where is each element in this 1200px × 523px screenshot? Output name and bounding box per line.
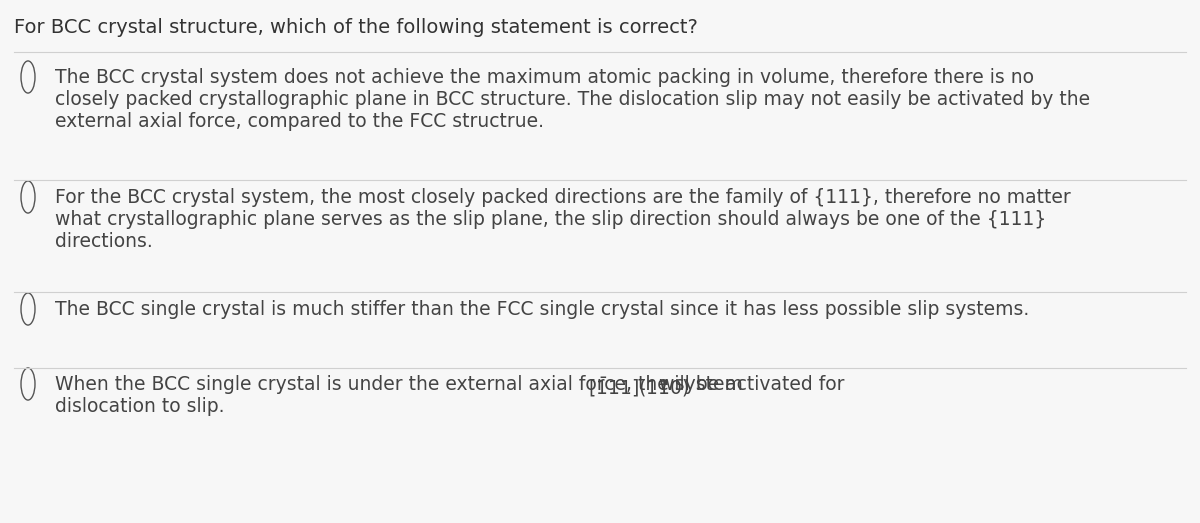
Text: For the BCC crystal system, the most closely packed directions are the family of: For the BCC crystal system, the most clo…	[55, 188, 1070, 207]
Text: $[\bar{1}11](110)$: $[\bar{1}11](110)$	[588, 375, 689, 399]
Text: external axial force, compared to the FCC structrue.: external axial force, compared to the FC…	[55, 112, 544, 131]
Text: will be activated for: will be activated for	[653, 375, 844, 394]
Text: what crystallographic plane serves as the slip plane, the slip direction should : what crystallographic plane serves as th…	[55, 210, 1046, 229]
Text: The BCC crystal system does not achieve the maximum atomic packing in volume, th: The BCC crystal system does not achieve …	[55, 68, 1034, 87]
Text: When the BCC single crystal is under the external axial force, the system: When the BCC single crystal is under the…	[55, 375, 749, 394]
Text: closely packed crystallographic plane in BCC structure. The dislocation slip may: closely packed crystallographic plane in…	[55, 90, 1090, 109]
Text: For BCC crystal structure, which of the following statement is correct?: For BCC crystal structure, which of the …	[14, 18, 698, 37]
Text: directions.: directions.	[55, 232, 152, 251]
Text: The BCC single crystal is much stiffer than the FCC single crystal since it has : The BCC single crystal is much stiffer t…	[55, 300, 1030, 319]
Text: dislocation to slip.: dislocation to slip.	[55, 397, 224, 416]
